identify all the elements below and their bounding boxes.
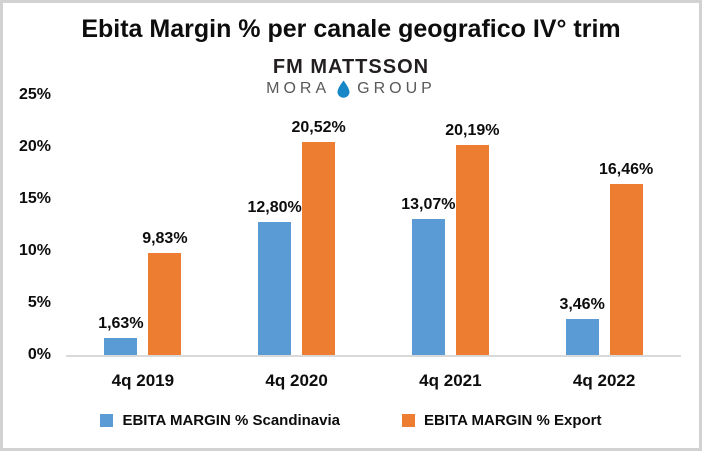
bar-data-label: 9,83%: [142, 229, 188, 247]
bar-data-label: 20,52%: [291, 118, 346, 136]
logo-text-secondary: MORA GROUP: [3, 80, 699, 98]
legend-swatch-icon: [402, 414, 416, 427]
y-axis-tick-label: 15%: [18, 190, 51, 207]
legend-label: EBITA MARGIN % Scandinavia: [122, 412, 341, 429]
y-axis-tick-label: 5%: [27, 294, 51, 311]
x-axis-category-label: 4q 2020: [265, 371, 328, 390]
bar: 16,46%: [599, 161, 653, 355]
legend-label: EBITA MARGIN % Export: [424, 412, 602, 429]
logo-text-group: GROUP: [357, 80, 436, 97]
bar-data-label: 1,63%: [98, 315, 144, 333]
legend: EBITA MARGIN % Scandinavia EBITA MARGIN %…: [3, 412, 699, 429]
bar: 1,63%: [98, 315, 144, 355]
x-axis-labels: 4q 2019 4q 2020 4q 2021 4q 2022: [66, 371, 681, 391]
bar-group: 12,80% 20,52%: [247, 95, 346, 355]
bar-data-label: 12,80%: [247, 198, 302, 216]
bar: 9,83%: [142, 230, 188, 355]
bar: 12,80%: [247, 199, 302, 355]
legend-item: EBITA MARGIN % Scandinavia: [100, 412, 340, 429]
x-axis-category-label: 4q 2019: [111, 371, 175, 390]
bar-group: 1,63% 9,83%: [98, 95, 188, 355]
bar-data-label: 16,46%: [598, 160, 654, 178]
bar-data-label: 20,19%: [445, 122, 500, 140]
bar-group: 3,46% 16,46%: [559, 95, 653, 355]
company-logo: FM MATTSSON MORA GROUP: [3, 56, 699, 98]
legend-swatch-icon: [100, 414, 114, 427]
y-axis-tick-label: 0%: [27, 346, 51, 363]
water-drop-icon: [337, 80, 350, 98]
y-axis: 0% 5% 10% 15% 20% 25%: [3, 86, 55, 363]
x-axis-category-label: 4q 2022: [572, 371, 636, 390]
plot-area: 1,63% 9,83% 12,80% 20,52% 13,07% 20,19% 3,46% 1…: [66, 95, 681, 357]
y-axis-tick-label: 20%: [18, 138, 51, 155]
y-axis-tick-label: 25%: [18, 86, 51, 103]
y-axis-tick-label: 10%: [18, 242, 51, 259]
bar: 20,52%: [291, 119, 346, 355]
bar-data-label: 13,07%: [401, 196, 456, 214]
legend-item: EBITA MARGIN % Export: [402, 412, 602, 429]
bar-group: 13,07% 20,19%: [401, 95, 500, 355]
bar: 13,07%: [401, 196, 456, 355]
bar: 20,19%: [445, 122, 500, 355]
bar-data-label: 3,46%: [559, 296, 605, 314]
logo-text-primary: FM MATTSSON: [272, 56, 430, 78]
chart-title: Ebita Margin % per canale geografico IV°…: [81, 15, 621, 43]
bar: 3,46%: [559, 296, 605, 355]
logo-text-mora: MORA: [266, 80, 331, 97]
x-axis-category-label: 4q 2021: [419, 371, 482, 390]
